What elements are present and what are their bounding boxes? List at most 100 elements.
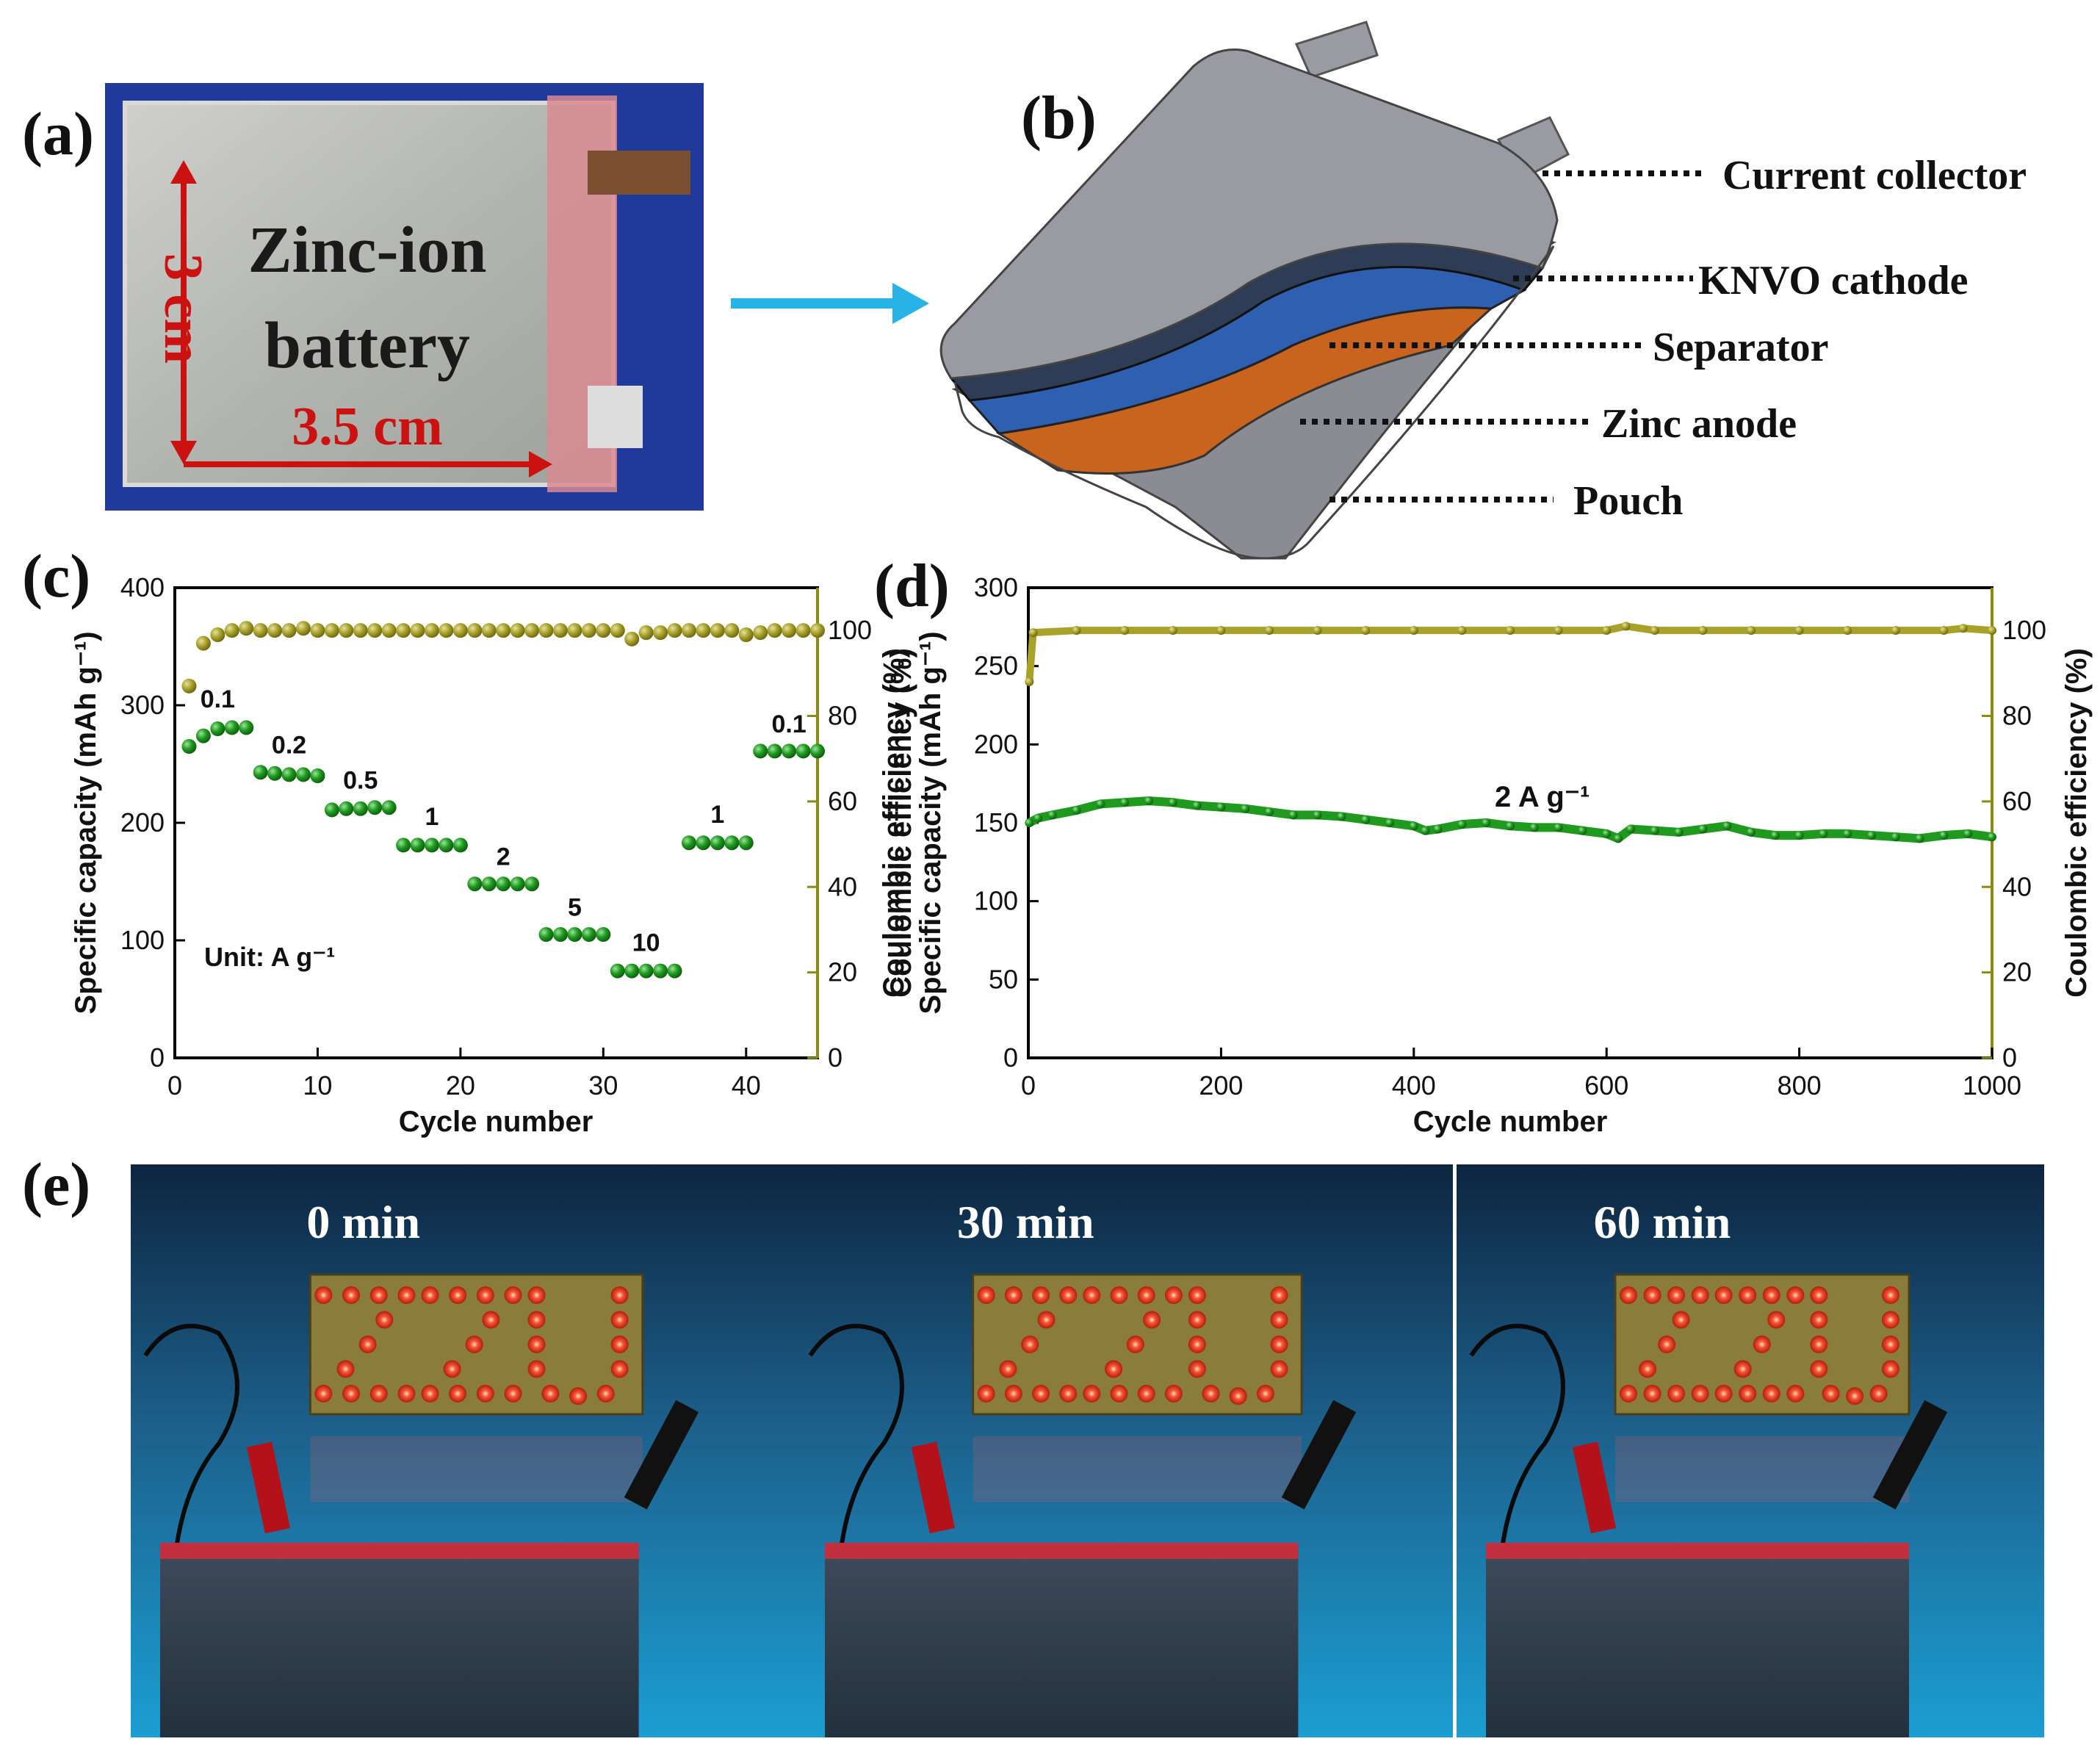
- y-tick-label: 300: [120, 690, 165, 720]
- capacity-point: [1216, 802, 1226, 812]
- led-light: [1672, 1311, 1690, 1329]
- led-light: [1667, 1286, 1686, 1304]
- capacity-point: [696, 835, 711, 851]
- y-tick-label: 300: [974, 572, 1018, 602]
- x-tick-label: 800: [1778, 1070, 1822, 1100]
- capacity-point: [1409, 821, 1418, 831]
- rate-label: 1: [710, 801, 724, 829]
- panel-b: (b) Current collector KNVO cathode Separ…: [939, 21, 2027, 560]
- black-clip: [1872, 1399, 1948, 1510]
- demo-photo: 30 minZZU: [795, 1164, 1453, 1737]
- capacity-point: [1988, 832, 1996, 842]
- capacity-point: [1506, 821, 1515, 831]
- rate-capability-chart: 0 10 20 30 40 0 100 200 300 400 0 20 40 60 80 100 0.1…: [70, 572, 917, 1138]
- capacity-point: [1457, 820, 1467, 829]
- y-tick-label: 0: [150, 1042, 165, 1073]
- efficiency-point: [1988, 626, 1996, 635]
- capacity-point: [596, 927, 611, 942]
- capacity-point: [481, 876, 497, 892]
- efficiency-point: [1506, 626, 1515, 635]
- capacity-point: [1747, 827, 1756, 837]
- led-light: [1620, 1385, 1637, 1402]
- capacity-point: [1867, 831, 1876, 840]
- led-light: [1270, 1360, 1288, 1378]
- led-light: [1767, 1311, 1786, 1329]
- led-light: [1188, 1360, 1206, 1378]
- rate-label: 0.1: [771, 710, 806, 738]
- capacity-point: [1421, 826, 1430, 835]
- led-light: [1229, 1387, 1247, 1405]
- capacity-point: [610, 963, 625, 979]
- led-light: [1810, 1360, 1828, 1378]
- efficiency-point: [653, 625, 668, 641]
- led-light: [1869, 1385, 1888, 1402]
- led-light: [1810, 1336, 1828, 1353]
- capacity-point: [738, 835, 754, 851]
- capacity-point: [439, 837, 454, 853]
- y2-tick-label: 80: [828, 701, 857, 731]
- capacity-point: [1361, 815, 1371, 824]
- panel-label-e: (e): [22, 1150, 90, 1219]
- capacity-point: [1963, 829, 1973, 838]
- led-light: [358, 1336, 377, 1353]
- efficiency-point: [1120, 626, 1130, 635]
- capacity-point: [195, 728, 211, 743]
- x-tick-label: 600: [1584, 1070, 1628, 1100]
- capacity-point: [1698, 824, 1708, 834]
- led-light: [1256, 1385, 1274, 1402]
- led-light: [1822, 1385, 1840, 1402]
- capacity-point: [353, 801, 368, 816]
- y2-tick-label: 0: [2002, 1042, 2017, 1073]
- rate-label: 5: [568, 893, 582, 921]
- efficiency-point: [667, 623, 682, 638]
- wire: [1469, 1324, 1565, 1562]
- capacity-point: [281, 767, 297, 782]
- capacity-point: [1385, 818, 1394, 827]
- capacity-point: [653, 963, 668, 979]
- led-light: [1620, 1286, 1637, 1304]
- efficiency-point: [1958, 624, 1968, 633]
- efficiency-point: [510, 623, 525, 638]
- led-light: [1037, 1311, 1056, 1329]
- efficiency-point: [795, 623, 811, 638]
- efficiency-point: [1168, 626, 1177, 635]
- y-tick-label: 50: [989, 964, 1018, 994]
- led-light: [1032, 1385, 1050, 1402]
- capacity-point: [296, 767, 311, 782]
- x-tick-label: 1000: [1963, 1070, 2021, 1100]
- led-light: [1270, 1336, 1288, 1353]
- efficiency-point: [1361, 626, 1371, 635]
- efficiency-point: [496, 623, 511, 638]
- led-light: [1083, 1286, 1101, 1304]
- rate-label: 0.2: [272, 732, 306, 760]
- copper-tab: [588, 151, 690, 195]
- led-light: [314, 1385, 333, 1402]
- x-tick-label: 0: [167, 1070, 182, 1100]
- rate-label: 0.5: [343, 767, 378, 795]
- red-clip: [246, 1441, 291, 1534]
- capacity-point: [1025, 818, 1034, 827]
- y-axis-title: Specific capacity (mAh g⁻¹): [914, 631, 947, 1014]
- efficiency-point: [339, 623, 354, 638]
- efficiency-series-line: [1025, 622, 1993, 682]
- x-tick-label: 200: [1199, 1070, 1243, 1100]
- capacity-point: [638, 963, 654, 979]
- pouch-battery: [160, 1546, 639, 1737]
- efficiency-point: [1939, 626, 1949, 635]
- efficiency-point: [324, 623, 339, 638]
- efficiency-point: [767, 623, 782, 638]
- led-light: [1639, 1360, 1657, 1378]
- capacity-point: [381, 800, 397, 815]
- y-tick-label: 100: [974, 886, 1018, 916]
- width-arrow-right: [529, 451, 552, 478]
- efficiency-point: [1072, 626, 1081, 635]
- width-label: 3.5 cm: [292, 397, 443, 457]
- y2-tick-label: 60: [828, 786, 857, 816]
- capacity-point: [253, 765, 268, 780]
- led-light: [1733, 1360, 1752, 1378]
- efficiency-point: [553, 623, 568, 638]
- capacity-point: [753, 743, 768, 759]
- rate-label: 2: [497, 843, 510, 871]
- efficiency-point: [1621, 622, 1631, 631]
- capacity-point: [538, 927, 554, 942]
